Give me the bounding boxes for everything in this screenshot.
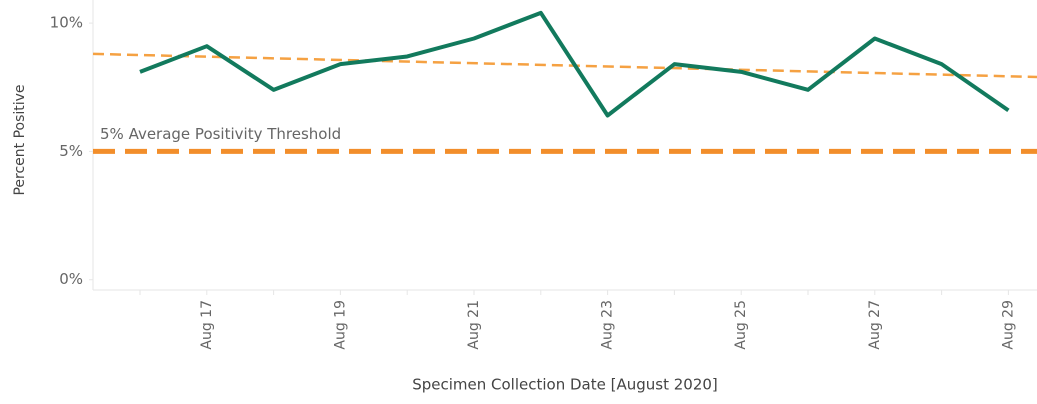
line-series [139,10,1010,118]
x-tick-label: Aug 21 [466,300,482,350]
x-tick-label: Aug 17 [199,300,215,350]
x-tick-label: Aug 19 [332,300,348,350]
x-tick-label: Aug 29 [1000,300,1016,350]
y-tick-label: 10% [50,14,83,32]
y-axis-title: Percent Positive [12,84,28,195]
x-tick-label: Aug 23 [600,300,616,350]
x-axis-title: Specimen Collection Date [August 2020] [412,376,718,394]
trend-line [92,52,1037,79]
y-tick-label: 0% [59,270,83,288]
x-tick-label: Aug 27 [867,300,883,350]
threshold-label: 5% Average Positivity Threshold [100,125,341,143]
y-tick-label: 5% [59,142,83,160]
x-tick-label: Aug 25 [733,300,749,350]
